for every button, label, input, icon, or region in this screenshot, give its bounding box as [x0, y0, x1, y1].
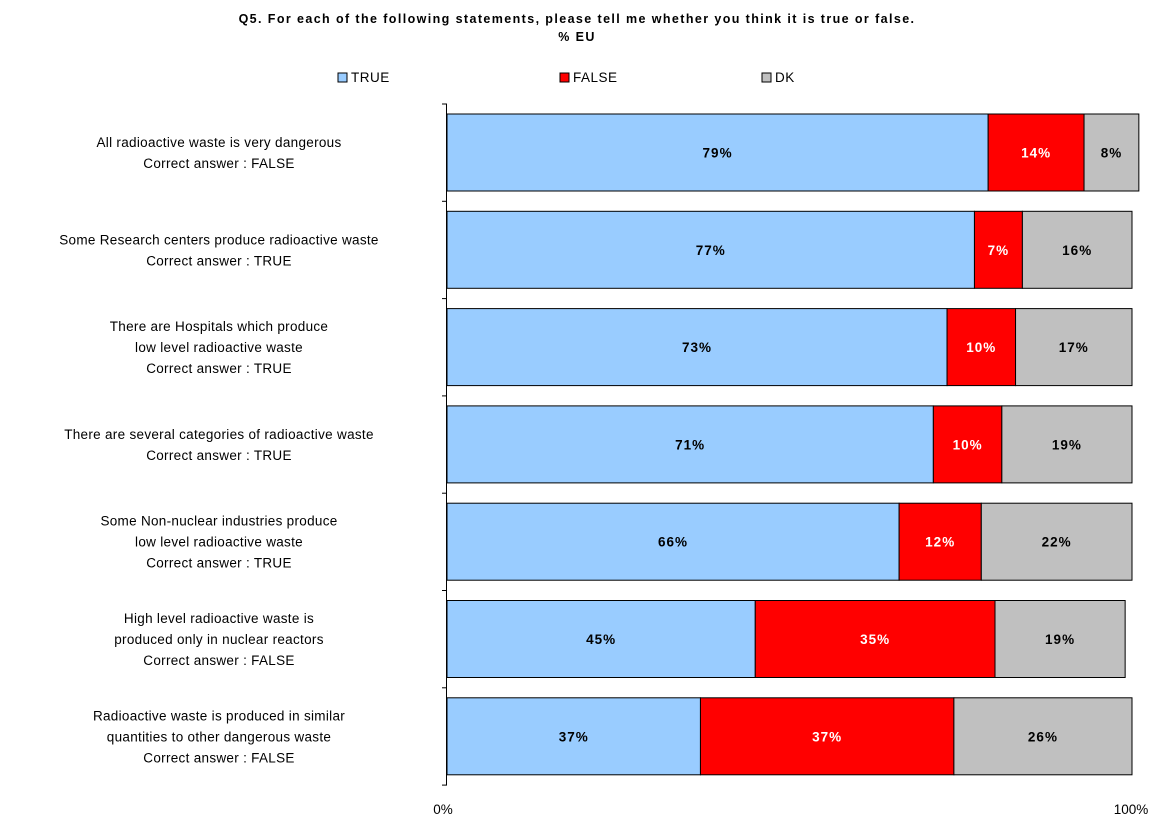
bar-false: [898, 502, 982, 581]
bar-false: [754, 600, 996, 678]
category-label: Correct answer : TRUE: [146, 361, 292, 376]
legend-label-dk: DK: [775, 70, 795, 85]
bar-true: [446, 502, 900, 581]
bar-dk: [1021, 210, 1133, 289]
bar-label-true: 77%: [696, 243, 726, 258]
bar-false: [699, 697, 955, 776]
bar-dk: [1015, 308, 1133, 387]
chart-subtitle: % EU: [558, 30, 596, 44]
legend-label-true: TRUE: [351, 70, 390, 85]
chart-title-text: Q5. For each of the following statements…: [238, 12, 916, 26]
category-label: quantities to other dangerous waste: [107, 729, 331, 744]
category-label: produced only in nuclear reactors: [114, 632, 324, 647]
bar-label-false: 7%: [988, 243, 1010, 258]
bar-label-false: 37%: [812, 729, 842, 744]
category-label: Radioactive waste is produced in similar: [93, 708, 345, 723]
bar-false: [946, 308, 1017, 387]
bar-true: [446, 405, 934, 484]
bar-true: [446, 113, 989, 192]
legend-swatch-dk: [761, 72, 772, 83]
category-label: Some Research centers produce radioactiv…: [59, 232, 379, 247]
bar-label-true: 45%: [586, 632, 616, 647]
bar-label-dk: 19%: [1052, 437, 1082, 452]
legend-label-false: FALSE: [573, 70, 618, 85]
category-label: There are several categories of radioact…: [64, 427, 374, 442]
bar-label-true: 73%: [682, 340, 712, 355]
bar-label-false: 10%: [966, 340, 996, 355]
bar-label-dk: 22%: [1042, 535, 1072, 550]
bar-true: [446, 308, 948, 387]
category-label: High level radioactive waste is: [124, 611, 314, 626]
bar-label-dk: 19%: [1045, 632, 1075, 647]
category-label: Correct answer : TRUE: [146, 448, 292, 463]
legend-swatch-false: [559, 72, 570, 83]
bar-label-false: 10%: [953, 437, 983, 452]
bar-dk: [953, 697, 1133, 776]
bar-label-dk: 17%: [1059, 340, 1089, 355]
bar-label-true: 71%: [675, 437, 705, 452]
bar-false: [987, 113, 1085, 192]
bar-label-dk: 16%: [1062, 243, 1092, 258]
category-label: Correct answer : FALSE: [143, 156, 294, 171]
category-label: All radioactive waste is very dangerous: [96, 135, 341, 150]
bar-true: [446, 697, 701, 776]
category-label: Correct answer : FALSE: [143, 750, 294, 765]
bar-label-true: 79%: [703, 146, 733, 161]
x-tick-label: 100%: [1114, 802, 1149, 817]
bar-dk: [1001, 405, 1133, 484]
chart-title: Q5. For each of the following statements…: [0, 10, 1154, 46]
bar-label-true: 66%: [658, 535, 688, 550]
bar-label-false: 35%: [860, 632, 890, 647]
bar-dk: [994, 600, 1126, 678]
bar-label-true: 37%: [559, 729, 589, 744]
bar-label-dk: 8%: [1101, 146, 1123, 161]
category-label: Some Non-nuclear industries produce: [100, 514, 337, 529]
bar-label-dk: 26%: [1028, 729, 1058, 744]
category-label: Correct answer : TRUE: [146, 556, 292, 571]
bar-label-false: 12%: [925, 535, 955, 550]
bar-label-false: 14%: [1021, 146, 1051, 161]
bar-false: [973, 210, 1023, 289]
bar-dk: [980, 502, 1133, 581]
category-label: Correct answer : TRUE: [146, 253, 292, 268]
x-tick-label: 0%: [433, 802, 453, 817]
category-label: Correct answer : FALSE: [143, 653, 294, 668]
category-label: low level radioactive waste: [135, 340, 303, 355]
category-label: There are Hospitals which produce: [110, 319, 329, 334]
bar-false: [932, 405, 1003, 484]
category-label: low level radioactive waste: [135, 535, 303, 550]
bar-true: [446, 600, 756, 678]
legend-swatch-true: [337, 72, 348, 83]
bar-dk: [1083, 113, 1140, 192]
